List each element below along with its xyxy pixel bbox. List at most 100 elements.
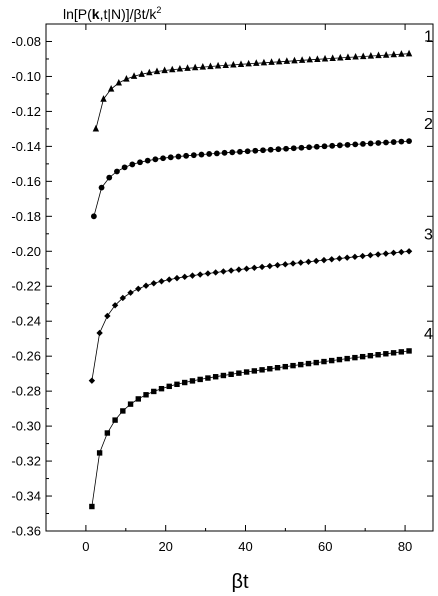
data-point	[329, 142, 336, 149]
series-label: 3	[424, 226, 433, 243]
x-tick-label: 60	[318, 539, 332, 554]
data-point	[138, 70, 145, 77]
y-tick-label: -0.10	[11, 69, 41, 84]
data-point	[367, 352, 374, 359]
data-point	[329, 357, 335, 364]
data-point	[336, 356, 343, 363]
data-point	[313, 143, 320, 150]
data-point	[153, 67, 161, 75]
data-point	[176, 64, 184, 72]
data-point	[313, 359, 319, 366]
y-tick-label: -0.30	[11, 419, 41, 434]
data-point	[266, 262, 274, 270]
data-point	[343, 254, 351, 261]
data-point	[190, 152, 197, 159]
data-point	[375, 51, 382, 59]
y-axis-title-bold-k: k	[92, 6, 100, 22]
data-point	[260, 147, 266, 154]
y-axis-title-part-2: ,t|N)]/βt/k	[100, 6, 158, 22]
data-point	[260, 58, 268, 66]
data-point	[135, 285, 142, 292]
data-point	[321, 54, 329, 62]
data-point	[251, 368, 258, 374]
data-point	[106, 174, 113, 181]
data-point	[359, 252, 366, 260]
data-point	[120, 408, 126, 414]
data-point	[212, 269, 219, 276]
data-point	[329, 54, 336, 61]
data-point	[328, 256, 335, 263]
data-point	[166, 276, 173, 283]
data-point	[174, 381, 180, 388]
data-point	[398, 138, 405, 145]
data-point	[227, 267, 235, 274]
data-point	[89, 503, 95, 510]
data-point	[237, 148, 243, 155]
data-point	[230, 60, 237, 68]
data-point	[375, 140, 382, 146]
data-point	[207, 62, 214, 70]
data-point	[92, 124, 100, 132]
data-point	[352, 141, 359, 148]
data-point	[198, 151, 205, 158]
y-axis-title-part-1: ln[P(	[63, 6, 92, 22]
data-point	[228, 371, 234, 378]
data-point	[245, 59, 252, 67]
y-tick-label: -0.22	[11, 279, 41, 294]
data-point	[167, 154, 174, 161]
data-point	[283, 145, 289, 152]
data-point	[236, 370, 242, 376]
y-axis-title: ln[P(k,t|N)]/βt/k2	[63, 5, 161, 22]
data-point	[212, 374, 219, 380]
data-point	[189, 272, 196, 279]
data-point	[313, 257, 320, 265]
data-point	[100, 95, 107, 102]
data-point	[104, 430, 111, 436]
data-point	[276, 57, 283, 65]
y-tick-label: -0.34	[11, 489, 41, 504]
series-line	[93, 140, 410, 217]
x-tick-label: 80	[398, 539, 412, 554]
x-tick-label: 20	[158, 539, 172, 554]
series-line	[95, 53, 410, 129]
y-tick-label: -0.18	[11, 209, 41, 224]
data-point	[104, 312, 111, 320]
data-point	[352, 52, 359, 60]
data-point	[213, 150, 220, 157]
data-point	[221, 149, 228, 156]
data-point	[135, 396, 141, 402]
data-point	[146, 68, 153, 76]
data-point	[229, 149, 236, 156]
data-point	[283, 57, 291, 64]
data-point	[251, 264, 258, 272]
data-point	[351, 253, 359, 261]
data-point	[258, 263, 266, 271]
data-point	[282, 261, 289, 268]
data-point	[383, 351, 389, 357]
y-tick-label: -0.08	[11, 34, 41, 49]
data-point	[129, 161, 136, 168]
data-point	[121, 164, 128, 171]
data-point	[206, 151, 213, 157]
data-point	[291, 56, 298, 64]
plot-frame	[45, 23, 434, 532]
data-point	[137, 159, 143, 166]
data-point	[214, 61, 222, 69]
data-point	[367, 52, 375, 59]
data-point	[405, 248, 413, 255]
y-tick-label: -0.24	[11, 314, 41, 329]
data-point	[390, 50, 397, 58]
data-point	[390, 350, 397, 356]
data-point	[235, 266, 243, 273]
series-label: 1	[424, 29, 433, 46]
data-point	[360, 52, 367, 60]
data-point	[398, 349, 405, 355]
data-point	[90, 213, 97, 220]
data-point	[151, 388, 157, 395]
y-axis-title-superscript: 2	[156, 5, 161, 15]
data-point	[183, 152, 190, 159]
series-label: 4	[424, 326, 433, 343]
data-point	[175, 153, 182, 160]
data-point	[205, 375, 211, 381]
data-point	[161, 66, 168, 74]
